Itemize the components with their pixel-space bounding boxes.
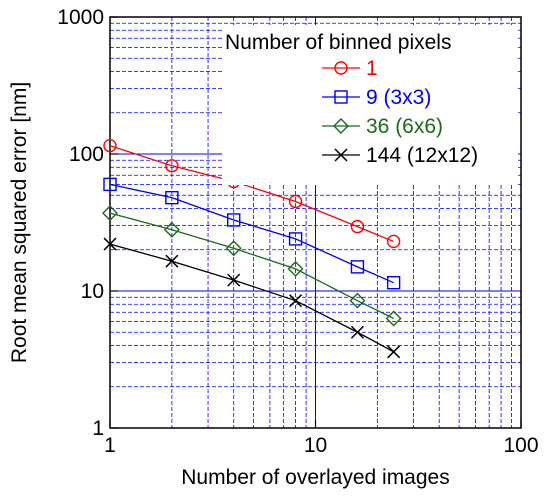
y-tick-label: 10 xyxy=(81,280,104,303)
x-axis-label: Number of overlayed images xyxy=(181,466,449,489)
y-tick-label: 1000 xyxy=(57,6,104,29)
x-tick-label: 1 xyxy=(104,434,116,457)
legend: Number of binned pixels 1 9 (3x3) 36 (6x6)… xyxy=(222,25,518,185)
series-group xyxy=(102,138,402,359)
point-marker xyxy=(386,275,401,290)
point-marker xyxy=(227,213,241,227)
point-marker-stroke xyxy=(289,294,303,308)
point-marker xyxy=(103,237,117,251)
point-marker xyxy=(165,159,179,173)
point-marker xyxy=(103,177,117,192)
point-marker-stroke xyxy=(227,273,241,287)
point-marker xyxy=(288,232,303,246)
point-marker xyxy=(349,292,366,309)
legend-items: 1 9 (3x3) 36 (6x6) 144 (12x12) xyxy=(322,57,478,167)
point-marker xyxy=(289,294,303,308)
point-marker-stroke xyxy=(334,148,348,162)
point-marker xyxy=(350,219,365,234)
point-marker-stroke xyxy=(387,345,401,359)
legend-item: 1 xyxy=(322,57,378,80)
point-marker xyxy=(287,260,304,277)
legend-label: 36 (6x6) xyxy=(366,115,443,138)
legend-label: 1 xyxy=(366,57,378,80)
legend-item: 36 (6x6) xyxy=(322,115,443,138)
point-marker xyxy=(333,118,349,134)
point-marker xyxy=(386,234,401,249)
series xyxy=(103,138,401,249)
point-marker xyxy=(387,345,401,359)
legend-box xyxy=(222,25,518,185)
y-axis-label: Root mean squared error [nm] xyxy=(8,82,31,363)
point-marker xyxy=(165,254,179,268)
legend-title: Number of binned pixels xyxy=(225,31,451,54)
point-marker-stroke xyxy=(103,237,117,251)
point-marker xyxy=(350,260,365,274)
point-marker-stroke xyxy=(350,325,364,339)
point-marker xyxy=(385,310,402,327)
legend-label: 144 (12x12) xyxy=(366,144,478,167)
x-tick-label: 100 xyxy=(503,434,538,457)
x-tick-label: 10 xyxy=(304,434,327,457)
point-marker xyxy=(350,325,364,339)
series-line xyxy=(109,212,394,320)
point-marker xyxy=(163,221,180,238)
axis-ticks: 1 10 100 1 10 100 1000 xyxy=(57,6,538,457)
series-line xyxy=(109,243,394,353)
point-marker xyxy=(227,273,241,287)
point-marker xyxy=(334,61,348,75)
legend-label: 9 (3x3) xyxy=(366,86,431,109)
legend-item: 144 (12x12) xyxy=(322,144,478,167)
point-marker xyxy=(334,90,348,104)
series xyxy=(103,177,401,290)
point-marker xyxy=(288,194,303,209)
point-marker xyxy=(102,205,118,222)
y-tick-label: 1 xyxy=(92,417,104,440)
series xyxy=(103,237,401,359)
legend-item: 9 (3x3) xyxy=(322,86,431,109)
series xyxy=(102,205,402,327)
point-marker xyxy=(225,240,242,257)
y-tick-label: 100 xyxy=(69,143,104,166)
point-marker xyxy=(103,138,117,153)
point-marker-stroke xyxy=(165,254,179,268)
point-marker xyxy=(165,190,179,205)
point-marker xyxy=(334,148,348,162)
